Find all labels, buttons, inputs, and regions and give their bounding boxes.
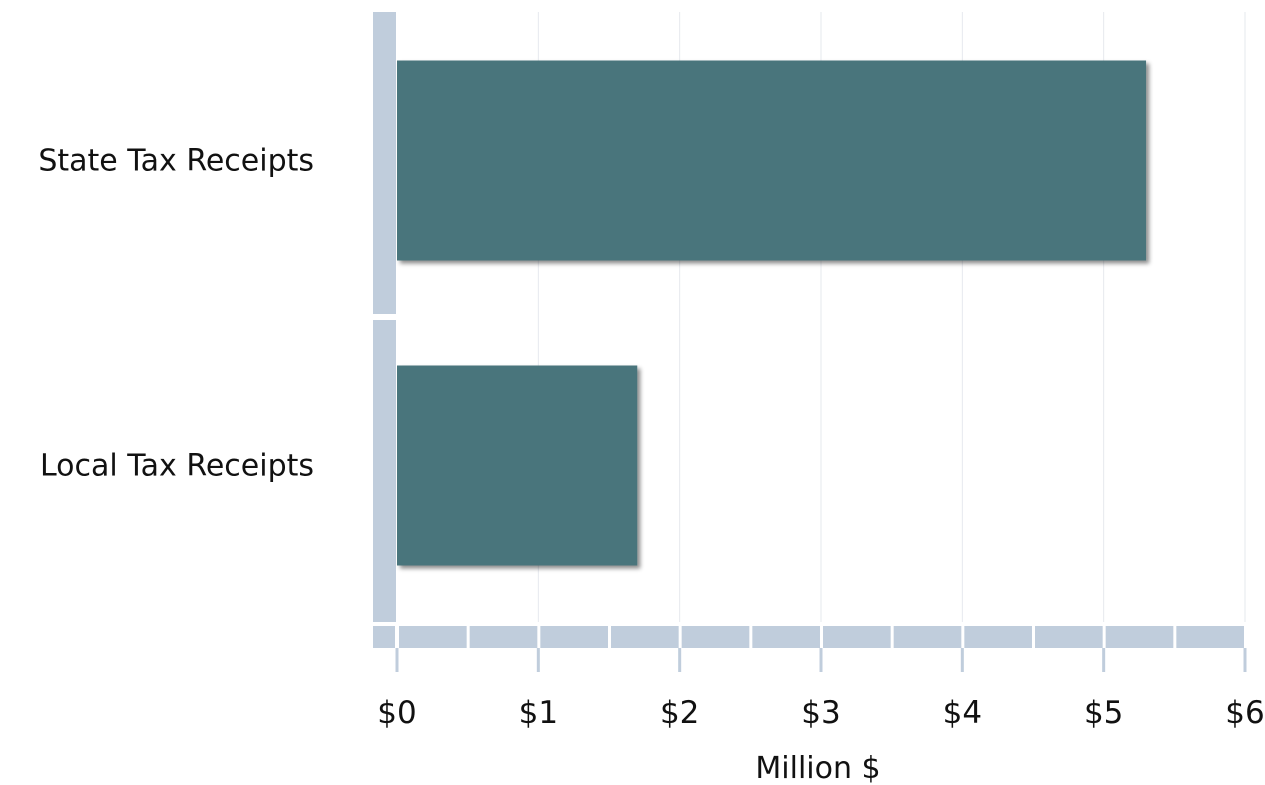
x-axis-band-segment: [823, 626, 891, 648]
x-axis-band-segment: [611, 626, 679, 648]
bar-2: [397, 365, 638, 566]
y-axis-band-segment: [373, 320, 396, 622]
y-axis-band-segment: [373, 12, 396, 314]
category-label: Local Tax Receipts: [40, 449, 314, 484]
x-axis-band-segment: [681, 626, 750, 648]
x-tick-label: $4: [943, 695, 982, 731]
x-tick-label: $3: [801, 695, 840, 731]
x-axis-ticks: $0 $1 $2 $3 $4 $5 $6: [377, 648, 1265, 731]
x-axis-band-segment: [752, 626, 820, 648]
x-tick-label: $1: [519, 695, 558, 731]
x-tick-label: $6: [1225, 695, 1264, 731]
x-axis-band-segment: [964, 626, 1032, 648]
x-axis-band-segment: [893, 626, 962, 648]
x-tick-label: $0: [377, 695, 416, 731]
x-axis-band-segment: [399, 626, 467, 648]
x-axis-band-segment: [1176, 626, 1244, 648]
x-axis-band-segment: [1105, 626, 1174, 648]
x-axis-title: Million $: [755, 751, 880, 785]
x-axis-band-segment: [373, 626, 395, 648]
x-axis-band-segment: [1035, 626, 1103, 648]
x-tick-label: $2: [660, 695, 699, 731]
axis-bands: [373, 12, 1244, 648]
x-tick-label: $5: [1084, 695, 1123, 731]
category-labels: State Tax Receipts Local Tax Receipts: [38, 144, 314, 484]
x-axis-band-segment: [540, 626, 608, 648]
bars: [397, 60, 1147, 566]
bar-1: [397, 60, 1147, 261]
category-label: State Tax Receipts: [38, 144, 314, 179]
x-axis-band-segment: [469, 626, 538, 648]
